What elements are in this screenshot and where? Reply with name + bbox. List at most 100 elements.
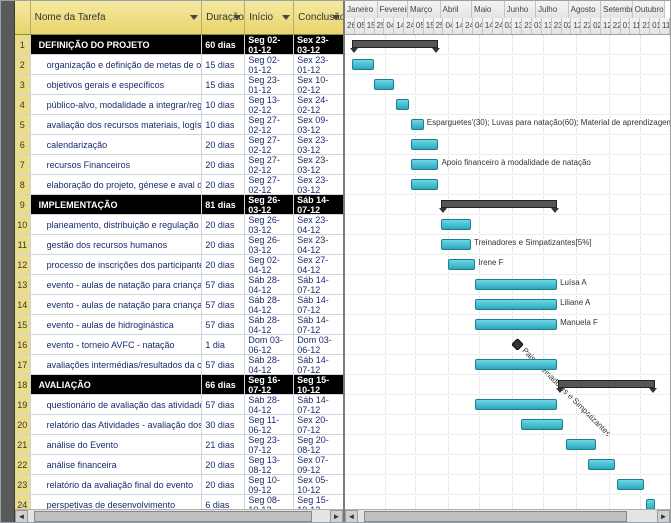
task-bar[interactable]	[566, 439, 596, 450]
row-start[interactable]: Seg 26-03-12	[245, 215, 294, 234]
gantt-row[interactable]: Apoio financeiro à modalidade de natação	[345, 155, 670, 175]
row-start[interactable]: Seg 11-06-12	[245, 415, 294, 434]
col-name-header[interactable]: Nome da Tarefa	[31, 1, 203, 34]
table-row[interactable]: 16evento - torneio AVFC - natação1 diaDo…	[15, 335, 343, 355]
table-row[interactable]: 11gestão dos recursos humanos20 diasSeg …	[15, 235, 343, 255]
col-duration-header[interactable]: Duração	[202, 1, 245, 34]
row-start[interactable]: Seg 02-01-12	[245, 55, 294, 74]
row-duration[interactable]: 20 dias	[202, 475, 245, 494]
gantt-row[interactable]	[345, 455, 670, 475]
gantt-row[interactable]: Liliane A	[345, 295, 670, 315]
table-row[interactable]: 3objetivos gerais e específicos15 diasSe…	[15, 75, 343, 95]
row-end[interactable]: Sex 05-10-12	[294, 475, 343, 494]
row-name[interactable]: calendarização	[31, 135, 203, 154]
table-row[interactable]: 20relatório das Atividades - avaliação d…	[15, 415, 343, 435]
dropdown-icon[interactable]	[233, 15, 241, 20]
row-name[interactable]: evento - aulas de hidroginástica	[31, 315, 203, 334]
table-row[interactable]: 17avaliações intermédias/resultados da c…	[15, 355, 343, 375]
row-start[interactable]: Sáb 28-04-12	[245, 295, 294, 314]
row-duration[interactable]: 81 dias	[202, 195, 245, 214]
row-name[interactable]: recursos Financeiros	[31, 155, 203, 174]
task-bar[interactable]	[475, 359, 557, 370]
table-row[interactable]: 4público-alvo, modalidade a integrar/reg…	[15, 95, 343, 115]
gantt-row[interactable]	[345, 95, 670, 115]
scroll-thumb[interactable]	[34, 511, 312, 522]
row-start[interactable]: Seg 26-03-12	[245, 235, 294, 254]
gantt-row[interactable]: Esparguetes'(30); Luvas para natação(60)…	[345, 115, 670, 135]
row-name[interactable]: questionário de avaliação das atividades	[31, 395, 203, 414]
table-row[interactable]: 10planeamento, distribuição e regulação …	[15, 215, 343, 235]
row-duration[interactable]: 20 dias	[202, 155, 245, 174]
scroll-thumb[interactable]	[364, 511, 627, 522]
task-bar[interactable]: Treinadores e Simpatizantes[5%]	[441, 239, 471, 250]
row-name[interactable]: evento - aulas de natação para crianças …	[31, 275, 203, 294]
row-name[interactable]: análise do Evento	[31, 435, 203, 454]
task-bar[interactable]	[396, 99, 409, 110]
gantt-row[interactable]	[345, 375, 670, 395]
row-name[interactable]: análise financeira	[31, 455, 203, 474]
row-name[interactable]: evento - torneio AVFC - natação	[31, 335, 203, 354]
dropdown-icon[interactable]	[332, 15, 340, 20]
scroll-left-button[interactable]: ◄	[15, 510, 28, 523]
gantt-row[interactable]: Luísa A	[345, 275, 670, 295]
gantt-row[interactable]	[345, 395, 670, 415]
row-end[interactable]: Seg 15-10-12	[294, 495, 343, 509]
row-end[interactable]: Sex 23-04-12	[294, 235, 343, 254]
table-row[interactable]: 15evento - aulas de hidroginástica57 dia…	[15, 315, 343, 335]
row-duration[interactable]: 21 dias	[202, 435, 245, 454]
row-start[interactable]: Seg 23-07-12	[245, 435, 294, 454]
row-name[interactable]: elaboração do projeto, génese e aval da …	[31, 175, 203, 194]
row-end[interactable]: Sáb 14-07-12	[294, 295, 343, 314]
task-bar[interactable]	[521, 419, 563, 430]
dropdown-icon[interactable]	[190, 15, 198, 20]
row-name[interactable]: IMPLEMENTAÇÃO	[31, 195, 203, 214]
task-hscroll[interactable]: ◄ ►	[15, 509, 343, 522]
row-duration[interactable]: 57 dias	[202, 395, 245, 414]
row-end[interactable]: Dom 03-06-12	[294, 335, 343, 354]
row-start[interactable]: Seg 27-02-12	[245, 135, 294, 154]
row-start[interactable]: Seg 13-08-12	[245, 455, 294, 474]
col-end-header[interactable]: Conclusão	[294, 1, 343, 34]
table-row[interactable]: 5avaliação dos recursos materiais, logís…	[15, 115, 343, 135]
row-name[interactable]: DEFINIÇÃO DO PROJETO	[31, 35, 203, 54]
gantt-row[interactable]	[345, 195, 670, 215]
table-row[interactable]: 18AVALIAÇÃO66 diasSeg 16-07-12Seg 15-10-…	[15, 375, 343, 395]
row-end[interactable]: Sex 09-03-12	[294, 115, 343, 134]
table-row[interactable]: 2organização e definição de metas de org…	[15, 55, 343, 75]
row-end[interactable]: Sex 24-02-12	[294, 95, 343, 114]
row-end[interactable]: Sex 23-03-12	[294, 35, 343, 54]
row-duration[interactable]: 10 dias	[202, 95, 245, 114]
col-start-header[interactable]: Início	[245, 1, 294, 34]
table-row[interactable]: 9IMPLEMENTAÇÃO81 diasSeg 26-03-12Sáb 14-…	[15, 195, 343, 215]
table-row[interactable]: 22análise financeira20 diasSeg 13-08-12S…	[15, 455, 343, 475]
table-row[interactable]: 14evento - aulas de natação para criança…	[15, 295, 343, 315]
task-bar[interactable]	[475, 399, 557, 410]
gantt-row[interactable]	[345, 75, 670, 95]
task-bar[interactable]: Liliane A	[475, 299, 557, 310]
task-bar[interactable]	[411, 179, 438, 190]
scroll-right-button[interactable]: ►	[330, 510, 343, 523]
table-row[interactable]: 19questionário de avaliação das atividad…	[15, 395, 343, 415]
task-bar[interactable]	[617, 479, 644, 490]
row-name[interactable]: perspetivas de desenvolvimento	[31, 495, 203, 509]
row-start[interactable]: Seg 16-07-12	[245, 375, 294, 394]
row-duration[interactable]: 60 dias	[202, 35, 245, 54]
gantt-row[interactable]: Manuela F	[345, 315, 670, 335]
row-duration[interactable]: 57 dias	[202, 355, 245, 374]
row-name[interactable]: evento - aulas de natação para crianças …	[31, 295, 203, 314]
table-row[interactable]: 24perspetivas de desenvolvimento6 diasSe…	[15, 495, 343, 509]
task-bar[interactable]	[441, 219, 471, 230]
row-start[interactable]: Seg 23-01-12	[245, 75, 294, 94]
row-end[interactable]: Sáb 14-07-12	[294, 275, 343, 294]
row-duration[interactable]: 15 dias	[202, 55, 245, 74]
row-name[interactable]: público-alvo, modalidade a integrar/regu…	[31, 95, 203, 114]
row-name[interactable]: AVALIAÇÃO	[31, 375, 203, 394]
task-bar[interactable]: Apoio financeiro à modalidade de natação	[411, 159, 438, 170]
table-row[interactable]: 1DEFINIÇÃO DO PROJETO60 diasSeg 02-01-12…	[15, 35, 343, 55]
scroll-left-button[interactable]: ◄	[345, 510, 358, 523]
task-bar[interactable]: Manuela F	[475, 319, 557, 330]
task-bar[interactable]: Irene F	[448, 259, 475, 270]
table-row[interactable]: 23relatório da avaliação final do evento…	[15, 475, 343, 495]
row-name[interactable]: organização e definição de metas de orga…	[31, 55, 203, 74]
row-duration[interactable]: 20 dias	[202, 135, 245, 154]
